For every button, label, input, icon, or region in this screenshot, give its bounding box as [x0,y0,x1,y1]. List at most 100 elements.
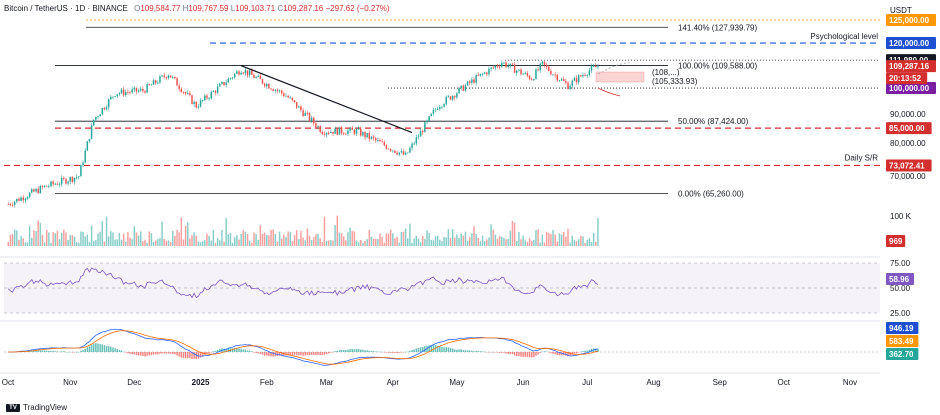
macd-hist-bar [548,352,550,353]
macd-hist-bar [238,348,240,352]
macd-hist-bar [317,352,319,355]
volume-bar [110,231,112,246]
candle-body [577,75,580,83]
candle-body [556,74,559,81]
macd-hist-bar [270,352,272,357]
macd-hist-bar [454,349,456,352]
candle-body [159,76,161,83]
volume-bar [163,239,165,246]
fib-50-label: 50.00% (87,424.00) [678,117,749,126]
candle-body [251,70,253,75]
candle-body [513,64,516,73]
candle-body [67,181,69,184]
volume-bar [86,234,89,246]
downtrend-line [240,65,413,134]
candle-body [392,150,394,152]
candle-body [103,108,106,110]
macd-hist-bar [189,352,191,359]
volume-bar [362,242,364,246]
volume-bar [400,231,403,246]
volume-bar [101,221,104,246]
macd-hist-bar [103,345,106,352]
volume-bar [50,242,52,246]
macd-hist-bar [389,352,392,353]
candle-body [13,201,16,206]
macd-hist-bar [302,352,304,356]
macd-hist-bar [479,351,482,352]
macd-hist-bar [259,352,262,354]
price-tag-85000: 85,000.00 [886,122,932,135]
volume-bar [20,235,22,246]
volume-bar [82,231,84,246]
candle-body [152,80,155,85]
volume-bar [225,218,227,246]
macd-hist-bar [385,352,388,353]
candle-body [101,108,104,115]
volume-bar [349,227,351,246]
candle-body [50,181,52,187]
macd-hist-bar [163,352,165,354]
candle-body [176,78,178,86]
volume-bar [116,239,118,246]
candle-body [360,128,362,136]
volume-bar [146,242,148,246]
candle-body [133,87,136,90]
macd-hist-bar [105,346,108,352]
volume-bar [306,228,309,246]
rsi-value-tag: 58.96 [886,273,914,286]
candle-body [231,77,234,79]
candle-body [174,76,176,79]
macd-hist-bar [304,352,306,356]
candle-body [163,75,165,78]
rsi-level-label-25: 25.00 [890,309,911,318]
candle-body [428,116,430,121]
volume-last-tag-text: 969 [889,237,903,246]
macd-hist-bar [496,352,499,353]
volume-bar [567,228,569,246]
macd-histogram [7,343,599,360]
volume-bar [539,242,541,246]
candle-body [48,186,50,187]
volume-bar [60,232,63,246]
macd-hist-bar [387,352,390,353]
candle-body [274,89,277,91]
volume-bar [298,239,300,246]
macd-hist-bar [227,348,230,352]
macd-hist-bar [184,352,187,359]
macd-hist-bar [505,352,507,354]
macd-hist-bar [90,344,93,352]
volume-bar [69,234,71,246]
candle-body [270,88,272,90]
volume-bar [240,234,242,246]
volume-bar [278,231,281,246]
volume-bar [518,232,520,246]
macd-hist-bar [129,352,131,354]
candle-body [28,192,31,198]
volume-bar [317,233,319,246]
macd-hist-bar [471,350,473,352]
candle-body [357,128,360,130]
macd-hist-bar [528,352,531,358]
candle-body [588,70,591,75]
x-tick-label-4: Feb [260,378,274,387]
candle-body [475,75,477,83]
macd-signal-line [8,330,598,365]
candle-body [71,176,74,182]
tradingview-logo-icon: TV [6,403,20,412]
macd-hist-bar [182,352,185,359]
macd-value-tag-text: 583.49 [889,337,914,346]
volume-bar [345,240,347,246]
volume-bar [293,234,296,246]
projected-path-up [597,62,633,75]
macd-hist-bar [240,348,242,352]
candle-body [456,93,458,98]
macd-hist-bar [597,348,599,352]
volume-bar [157,239,159,246]
candle-body [460,85,462,88]
macd-hist-bar [582,350,584,352]
symbol-title[interactable]: Bitcoin / TetherUS · 1D · BINANCE [4,4,128,13]
macd-hist-bar [291,352,294,355]
macd-hist-bar [208,352,210,354]
candle-body [492,67,494,69]
